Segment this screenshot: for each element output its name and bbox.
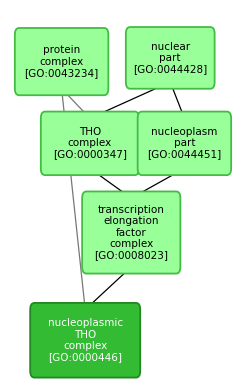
- FancyBboxPatch shape: [138, 111, 231, 175]
- Text: nucleoplasmic
THO
complex
[GO:0000446]: nucleoplasmic THO complex [GO:0000446]: [48, 319, 123, 362]
- Text: nuclear
part
[GO:0044428]: nuclear part [GO:0044428]: [133, 42, 207, 74]
- FancyBboxPatch shape: [82, 192, 180, 274]
- FancyBboxPatch shape: [15, 28, 108, 95]
- Text: nucleoplasm
part
[GO:0044451]: nucleoplasm part [GO:0044451]: [147, 127, 222, 159]
- Text: THO
complex
[GO:0000347]: THO complex [GO:0000347]: [53, 127, 127, 159]
- Text: transcription
elongation
factor
complex
[GO:0008023]: transcription elongation factor complex …: [94, 205, 168, 260]
- FancyBboxPatch shape: [126, 27, 215, 89]
- FancyBboxPatch shape: [41, 111, 139, 175]
- FancyBboxPatch shape: [30, 303, 140, 378]
- Text: protein
complex
[GO:0043234]: protein complex [GO:0043234]: [24, 45, 99, 78]
